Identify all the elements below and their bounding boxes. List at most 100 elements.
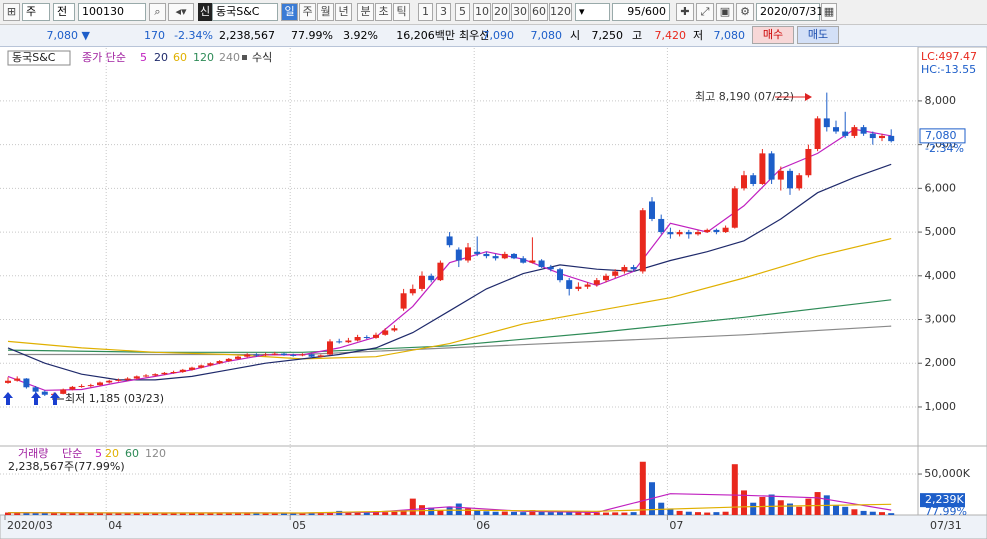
candle-body [253,354,260,356]
volume-bar [695,512,701,515]
count-input[interactable]: 95/600 [612,3,670,21]
candle-body [198,365,205,368]
volume-bar [198,512,205,515]
volume-bar [216,512,223,515]
price: 7,080 ▼ [46,29,90,42]
legend-label: 단순 [62,447,82,460]
volume-bar [888,513,895,515]
legend-entry: 240 [219,51,240,64]
legend-box [7,50,71,66]
period-button[interactable]: 틱 [393,3,410,21]
credit-badge: 신 [198,3,212,21]
y-tick-label: 1,000 [925,400,957,413]
right-axis-bg [917,46,987,516]
volume-bar [428,507,435,515]
candle-body [373,334,379,338]
period-button[interactable]: 분 [357,3,374,21]
low-annotation: 최저 1,185 (03/23) [65,392,164,405]
period-button[interactable]: 년 [335,3,352,21]
candle-body [78,385,85,387]
volume-bar [538,511,545,515]
volume-bar [225,512,232,515]
volume-bar [879,512,885,515]
candle-body [465,247,471,261]
period-button[interactable]: 30 [511,3,529,21]
volume-bar [777,500,784,515]
buy-button[interactable]: 매수 [752,26,794,44]
candle-body [731,188,738,228]
low: 7,080 [713,29,746,42]
volume-bar [409,498,416,515]
date-input[interactable]: 2020/07/31 [756,3,823,21]
period-button[interactable]: 20 [492,3,510,21]
market-select[interactable]: 주 [22,3,50,21]
volume-bar [869,511,876,515]
code-input[interactable]: 100130 [78,3,146,21]
volume-bar [354,512,361,515]
high-annotation: 최고 8,190 (07/22) [695,90,794,103]
candle-body [501,253,508,259]
period-button[interactable]: 초 [375,3,392,21]
candle-body [833,127,839,132]
candle-body [777,170,784,180]
candle-body [649,201,655,219]
period-button[interactable]: 60 [530,3,548,21]
candle-body [271,353,278,355]
volume-bar [115,513,122,515]
interval-select[interactable]: ▾ [575,3,610,21]
search-button[interactable]: ⌕ [149,3,166,21]
volume-bar [860,510,867,515]
candle-body [483,253,490,257]
period-button[interactable]: 10 [473,3,491,21]
calendar-icon[interactable]: ▦ [821,3,837,21]
sell-button[interactable]: 매도 [797,26,839,44]
period-button[interactable]: 5 [455,3,470,21]
volume-bar [400,510,407,515]
period-button[interactable]: 1 [418,3,433,21]
signal-arrow [50,392,60,405]
volume-bar [501,511,508,515]
settings-icon[interactable]: ⚙ [736,3,754,21]
type-select[interactable]: 전 [53,3,75,21]
candle-body [492,256,499,259]
x-tick-label: 04 [108,519,122,532]
candle-body [189,367,195,370]
volume-bar [327,513,333,515]
x-tick-label: 07 [669,519,683,532]
candle-body [704,229,711,233]
chart-bg [0,47,987,539]
sound-button[interactable]: ◂▾ [168,3,194,21]
period-button[interactable]: 일 [281,3,298,21]
volume-bar [796,506,803,515]
legend-entry: 20 [154,51,168,64]
candle-body [557,269,563,281]
x-axis-bg [0,514,987,539]
candle-body [41,391,48,395]
period-button[interactable]: 주 [299,3,316,21]
legend-entry: 120 [193,51,214,64]
candle-body [805,148,812,176]
save-icon[interactable]: ▣ [716,3,734,21]
tool-icon[interactable]: ✚ [676,3,694,21]
volume-bar [676,510,683,515]
candle-body [529,260,536,263]
candle-body [768,153,775,180]
volume-bar [722,511,729,515]
candle-body [796,175,803,189]
volume-bar [639,461,646,515]
volume-bar [492,511,499,515]
candle-body [133,376,140,379]
ma-line [7,163,892,381]
last-price-box [919,128,966,144]
period-button[interactable]: 3 [436,3,451,21]
candle-body [207,363,214,366]
candle-body [787,170,793,189]
legend-formula: 수식 [252,51,272,64]
tool-icon[interactable]: ⤢ [696,3,714,21]
y-tick-label: 8,000 [925,94,957,107]
volume-bar [630,512,637,515]
open-label: 시 [570,29,581,42]
period-button[interactable]: 120 [549,3,572,21]
period-button[interactable]: 월 [317,3,334,21]
menu-icon[interactable]: ⊞ [3,3,20,21]
